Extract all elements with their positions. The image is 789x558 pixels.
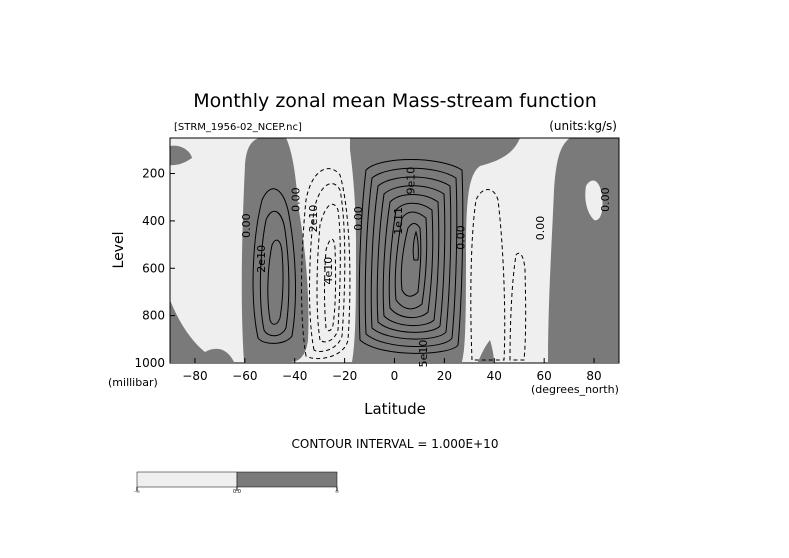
contour-line <box>267 239 284 325</box>
colorbar-label-zero: 0.0 <box>233 489 241 495</box>
contour-label: 0.00 <box>599 187 612 212</box>
y-tick-label: 600 <box>142 261 165 275</box>
contour-line <box>364 167 458 347</box>
contour-label: 2e10 <box>307 205 320 233</box>
contour-line <box>370 176 452 340</box>
contour-label: 1e11 <box>392 207 405 235</box>
contour-line <box>412 230 419 261</box>
contour-line <box>470 189 506 361</box>
colorbar-swatch-negative <box>136 471 238 488</box>
contour-line <box>259 210 290 337</box>
x-tick-label: 0 <box>391 369 399 383</box>
units-label: (units:kg/s) <box>549 119 617 133</box>
y-axis-units: (millibar) <box>108 376 158 389</box>
colorbar-label-min: -∞ <box>134 489 140 495</box>
positive-region-surface-north <box>478 340 494 362</box>
x-tick-label: 60 <box>537 369 552 383</box>
y-tick-label: 200 <box>142 167 165 181</box>
positive-region-top-left <box>170 145 192 166</box>
contour-line <box>400 223 422 297</box>
contour-label: 4e10 <box>322 257 335 285</box>
contour-line <box>509 252 527 361</box>
x-tick-label: 40 <box>487 369 502 383</box>
colorbar-label-max: ∞ <box>335 489 339 495</box>
contour-line <box>309 183 346 352</box>
contour-line <box>301 168 351 360</box>
x-tick-label: 80 <box>586 369 601 383</box>
contour-line <box>252 188 296 344</box>
contour-label: 0.00 <box>240 213 253 238</box>
contour-layer <box>170 138 619 362</box>
contour-line <box>382 194 440 326</box>
contour-label: 0.00 <box>352 206 365 231</box>
x-tick-label: −80 <box>182 369 207 383</box>
x-axis: −80 −60 −40 −20 0 20 40 60 80 <box>182 358 602 383</box>
contour-label: 9e10 <box>404 167 417 195</box>
contour-line <box>376 185 446 333</box>
contour-label: 0.00 <box>534 216 547 241</box>
y-tick-label: 400 <box>142 214 165 228</box>
x-tick-label: −60 <box>232 369 257 383</box>
positive-region-surface-south <box>170 300 234 362</box>
positive-region-northern-cell <box>548 138 619 362</box>
contour-interval-text: CONTOUR INTERVAL = 1.000E+10 <box>292 437 499 451</box>
contour-label: 5e10 <box>417 340 430 368</box>
x-tick-label: 20 <box>437 369 452 383</box>
positive-contours <box>252 159 464 354</box>
negative-island-north <box>585 180 603 221</box>
positive-region-hadley-cell <box>350 138 520 362</box>
y-axis: 200 400 600 800 1000 <box>134 167 175 370</box>
contour-label: 0.00 <box>290 187 303 212</box>
y-tick-label: 800 <box>142 309 165 323</box>
contour-line <box>358 159 464 354</box>
contour-line <box>324 238 337 332</box>
y-tick-label: 1000 <box>134 356 165 370</box>
negative-contours <box>301 168 527 361</box>
x-axis-label: Latitude <box>364 400 426 418</box>
contour-line <box>388 202 434 318</box>
contour-line <box>394 211 428 310</box>
x-tick-label: −20 <box>332 369 357 383</box>
contour-line <box>316 203 341 343</box>
positive-region-southern-cell <box>241 138 309 362</box>
chart-title: Monthly zonal mean Mass-stream function <box>193 90 597 112</box>
contour-label: 2e10 <box>255 245 268 273</box>
file-label: [STRM_1956-02_NCEP.nc] <box>174 122 302 133</box>
colorbar: -∞ 0.0 ∞ <box>134 471 339 495</box>
colorbar-swatch-positive <box>236 471 338 488</box>
x-tick-label: −40 <box>282 369 307 383</box>
contour-label: 0.00 <box>454 225 467 250</box>
x-axis-units: (degrees_north) <box>531 383 619 396</box>
y-axis-label: Level <box>111 232 127 269</box>
